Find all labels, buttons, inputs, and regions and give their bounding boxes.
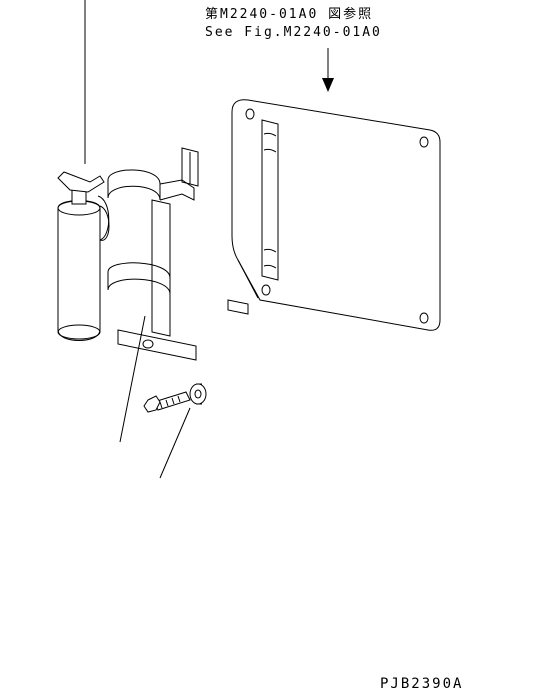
mounting-bolt — [144, 384, 206, 412]
diagram-canvas: 第M2240-01A0 図参照 See Fig.M2240-01A0 — [0, 0, 548, 698]
mounting-panel — [228, 100, 440, 331]
reference-label-jp: 第M2240-01A0 図参照 — [205, 6, 373, 22]
drawing-id: PJB2390A — [380, 676, 463, 692]
reference-label-en: See Fig.M2240-01A0 — [205, 25, 382, 40]
fire-extinguisher — [58, 172, 109, 341]
extinguisher-bracket — [108, 148, 198, 360]
callout-line-3 — [160, 408, 190, 478]
reference-arrow — [322, 48, 334, 92]
